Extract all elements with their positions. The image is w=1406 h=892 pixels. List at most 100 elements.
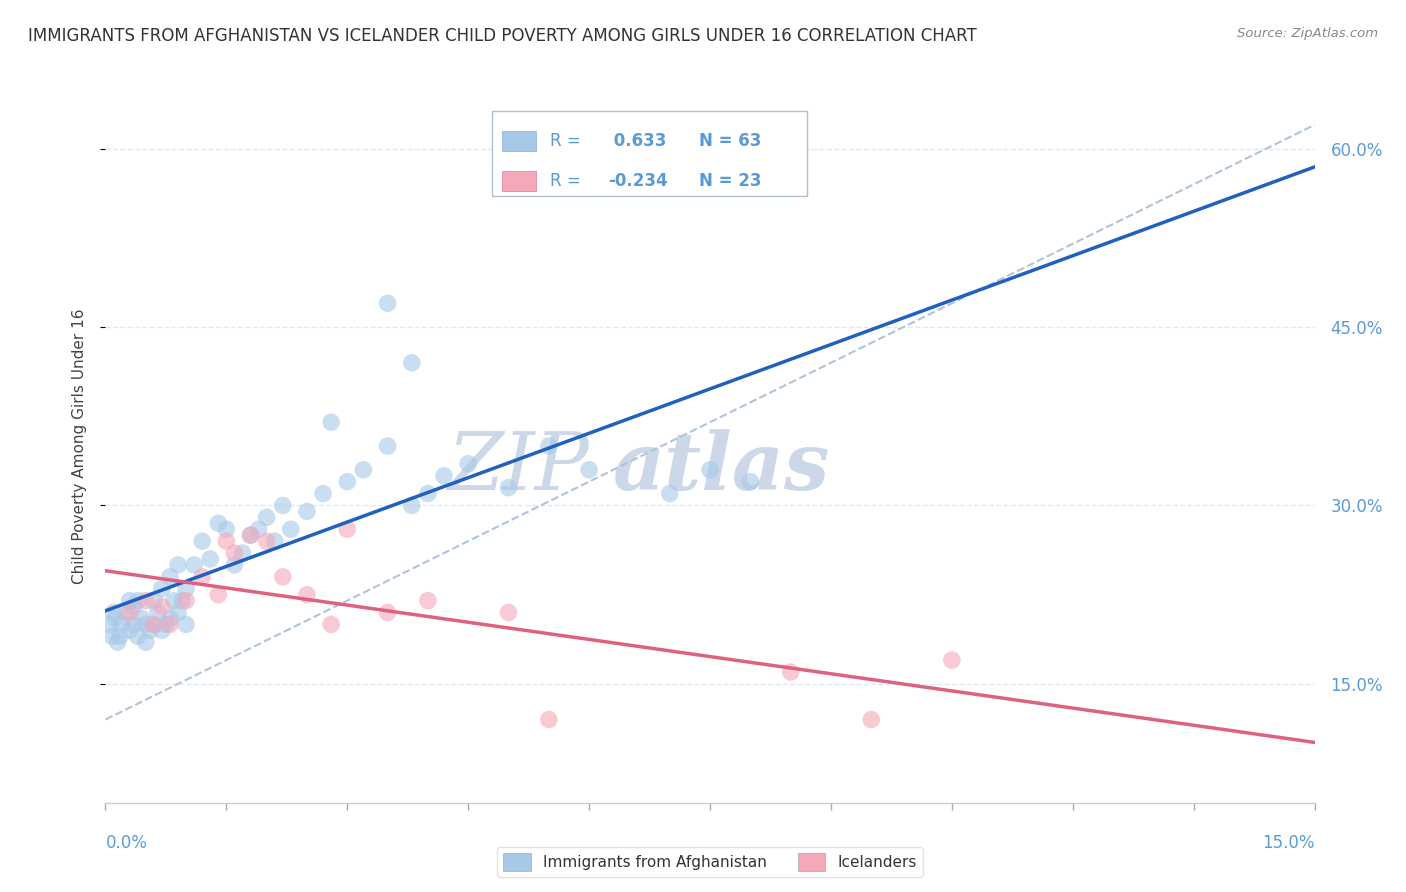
Point: [122, 617, 145, 632]
Point: [740, 475, 762, 489]
Point: [191, 570, 214, 584]
Point: [537, 713, 560, 727]
Point: [860, 713, 883, 727]
Point: [174, 593, 197, 607]
Point: [312, 486, 335, 500]
Point: [159, 617, 181, 632]
Point: [101, 629, 124, 643]
Point: [174, 617, 197, 632]
Point: [457, 457, 479, 471]
Point: [416, 593, 439, 607]
Point: [498, 606, 520, 620]
Point: [183, 558, 205, 572]
Text: N = 23: N = 23: [699, 172, 762, 190]
Point: [150, 624, 173, 638]
Point: [247, 522, 270, 536]
Point: [107, 635, 129, 649]
Point: [537, 439, 560, 453]
Point: [295, 504, 318, 518]
Point: [142, 593, 165, 607]
Point: [352, 463, 374, 477]
Point: [146, 606, 169, 620]
Point: [110, 617, 132, 632]
Point: [321, 415, 343, 429]
Text: R =: R =: [550, 172, 581, 190]
Point: [98, 617, 121, 632]
Text: atlas: atlas: [613, 429, 831, 506]
Point: [377, 439, 399, 453]
Point: [231, 546, 253, 560]
Text: IMMIGRANTS FROM AFGHANISTAN VS ICELANDER CHILD POVERTY AMONG GIRLS UNDER 16 CORR: IMMIGRANTS FROM AFGHANISTAN VS ICELANDER…: [28, 27, 977, 45]
Point: [401, 499, 423, 513]
Point: [207, 516, 229, 531]
Point: [135, 617, 157, 632]
Point: [114, 606, 136, 620]
Point: [122, 599, 145, 614]
Text: 0.0%: 0.0%: [105, 834, 148, 852]
Point: [263, 534, 285, 549]
Point: [135, 593, 157, 607]
Point: [170, 593, 193, 607]
Text: 0.633: 0.633: [609, 132, 666, 150]
Point: [336, 522, 359, 536]
Point: [280, 522, 302, 536]
Point: [271, 499, 294, 513]
Point: [108, 629, 131, 643]
Point: [377, 296, 399, 310]
Point: [131, 611, 153, 625]
Point: [239, 528, 262, 542]
Point: [103, 606, 125, 620]
Point: [224, 546, 246, 560]
Point: [191, 534, 214, 549]
Point: [941, 653, 963, 667]
Point: [256, 510, 278, 524]
Point: [150, 599, 173, 614]
Text: R =: R =: [550, 132, 581, 150]
Point: [104, 611, 127, 625]
Point: [699, 463, 721, 477]
Text: -0.234: -0.234: [609, 172, 668, 190]
Point: [118, 606, 141, 620]
Point: [127, 629, 149, 643]
Point: [207, 588, 229, 602]
Y-axis label: Child Poverty Among Girls Under 16: Child Poverty Among Girls Under 16: [72, 309, 87, 583]
Point: [142, 617, 165, 632]
Point: [578, 463, 600, 477]
FancyBboxPatch shape: [492, 111, 807, 196]
Legend: Immigrants from Afghanistan, Icelanders: Immigrants from Afghanistan, Icelanders: [498, 847, 922, 877]
Point: [142, 617, 165, 632]
Point: [377, 606, 399, 620]
Point: [215, 522, 238, 536]
Point: [224, 558, 246, 572]
Point: [155, 617, 177, 632]
Point: [779, 665, 801, 679]
Point: [401, 356, 423, 370]
Bar: [502, 130, 536, 151]
Point: [239, 528, 262, 542]
Point: [658, 486, 681, 500]
Point: [163, 593, 186, 607]
Text: Source: ZipAtlas.com: Source: ZipAtlas.com: [1237, 27, 1378, 40]
Point: [215, 534, 238, 549]
Bar: [502, 171, 536, 191]
Text: N = 63: N = 63: [699, 132, 762, 150]
Point: [167, 606, 190, 620]
Point: [118, 624, 141, 638]
Point: [498, 481, 520, 495]
Text: 15.0%: 15.0%: [1263, 834, 1315, 852]
Point: [295, 588, 318, 602]
Point: [433, 468, 456, 483]
Point: [200, 552, 222, 566]
Point: [321, 617, 343, 632]
Point: [159, 611, 181, 625]
Point: [127, 593, 149, 607]
Point: [167, 558, 190, 572]
Point: [336, 475, 359, 489]
Point: [150, 582, 173, 596]
Point: [256, 534, 278, 549]
Point: [174, 582, 197, 596]
Point: [135, 635, 157, 649]
Point: [139, 624, 162, 638]
Point: [416, 486, 439, 500]
Point: [271, 570, 294, 584]
